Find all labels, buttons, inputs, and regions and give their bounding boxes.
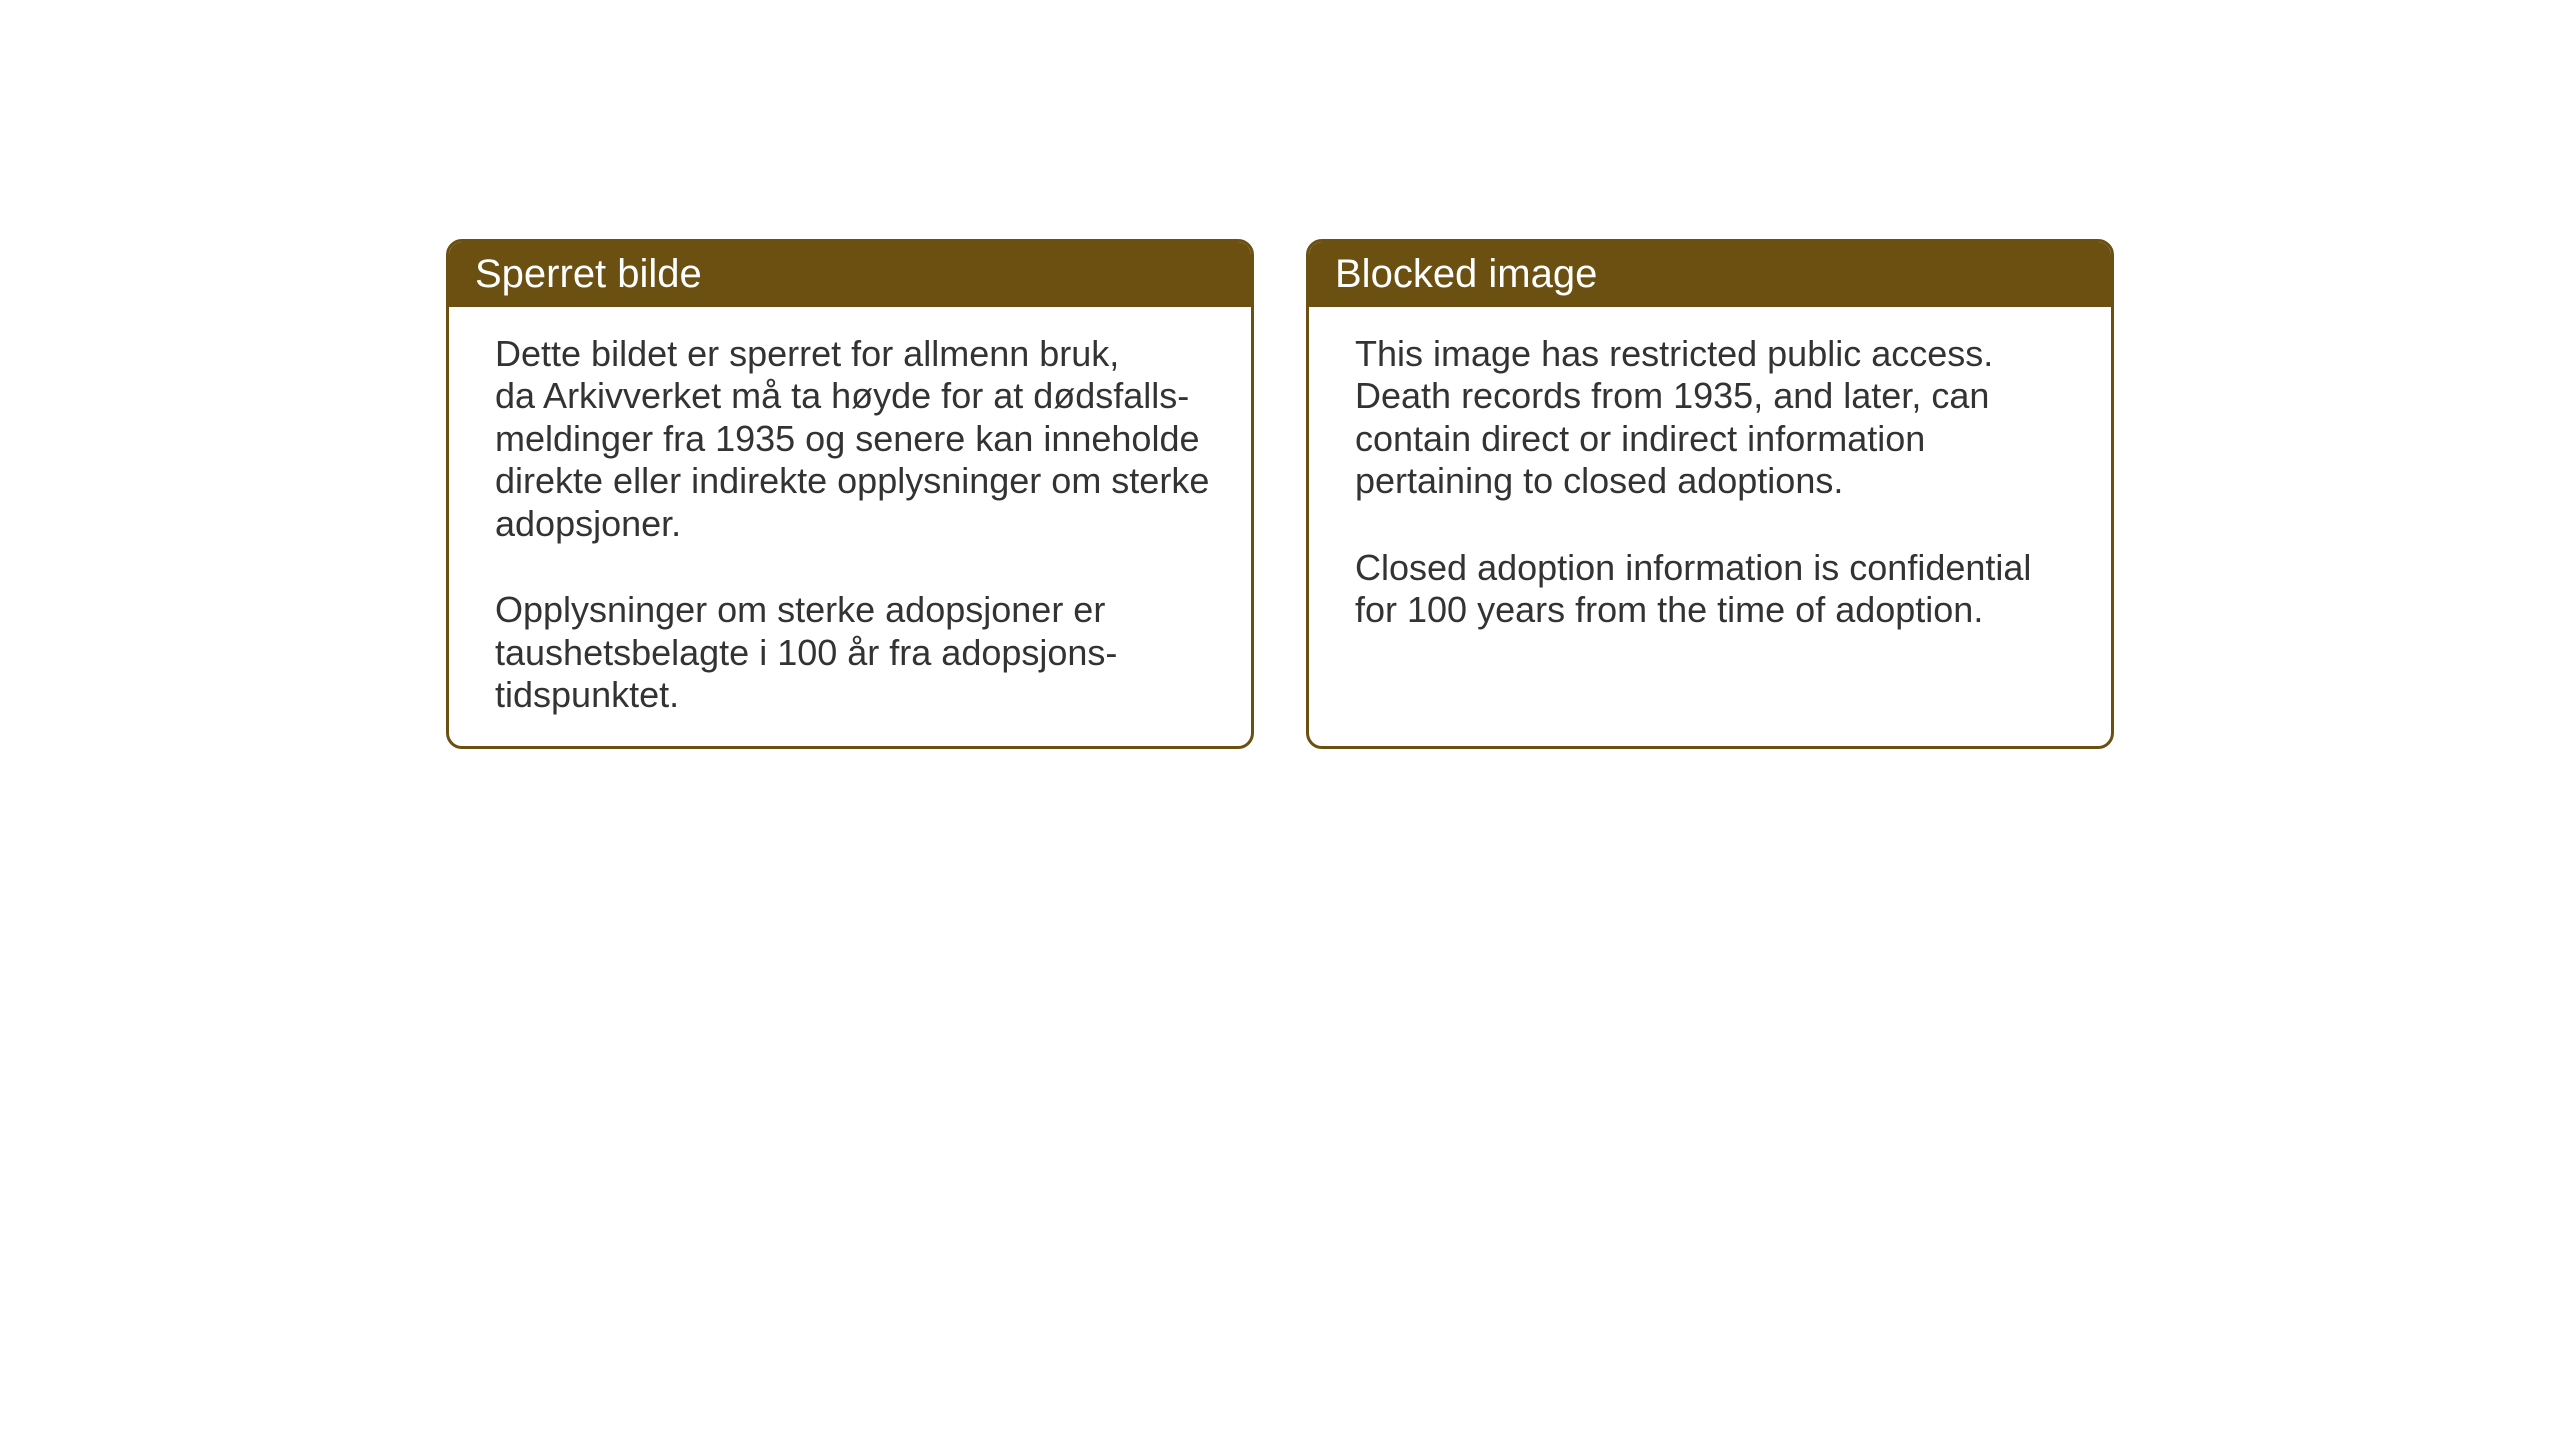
- english-notice-box: Blocked image This image has restricted …: [1306, 239, 2114, 749]
- notice-container: Sperret bilde Dette bildet er sperret fo…: [446, 239, 2114, 749]
- english-paragraph-2: Closed adoption information is confident…: [1355, 547, 2071, 632]
- text-line: Death records from 1935, and later, can: [1355, 375, 2071, 417]
- english-notice-body: This image has restricted public access.…: [1309, 307, 2111, 658]
- text-line: pertaining to closed adoptions.: [1355, 460, 2071, 502]
- text-line: for 100 years from the time of adoption.: [1355, 589, 2071, 631]
- english-notice-title: Blocked image: [1309, 242, 2111, 307]
- norwegian-notice-box: Sperret bilde Dette bildet er sperret fo…: [446, 239, 1254, 749]
- norwegian-notice-body: Dette bildet er sperret for allmenn bruk…: [449, 307, 1251, 743]
- norwegian-notice-title: Sperret bilde: [449, 242, 1251, 307]
- text-line: Opplysninger om sterke adopsjoner er: [495, 589, 1211, 631]
- text-line: adopsjoner.: [495, 503, 1211, 545]
- text-line: taushetsbelagte i 100 år fra adopsjons-: [495, 632, 1211, 674]
- norwegian-paragraph-1: Dette bildet er sperret for allmenn bruk…: [495, 333, 1211, 545]
- norwegian-paragraph-2: Opplysninger om sterke adopsjoner er tau…: [495, 589, 1211, 716]
- text-line: meldinger fra 1935 og senere kan innehol…: [495, 418, 1211, 460]
- text-line: direkte eller indirekte opplysninger om …: [495, 460, 1211, 502]
- text-line: contain direct or indirect information: [1355, 418, 2071, 460]
- text-line: Closed adoption information is confident…: [1355, 547, 2071, 589]
- text-line: tidspunktet.: [495, 674, 1211, 716]
- text-line: This image has restricted public access.: [1355, 333, 2071, 375]
- text-line: Dette bildet er sperret for allmenn bruk…: [495, 333, 1211, 375]
- text-line: da Arkivverket må ta høyde for at dødsfa…: [495, 375, 1211, 417]
- english-paragraph-1: This image has restricted public access.…: [1355, 333, 2071, 503]
